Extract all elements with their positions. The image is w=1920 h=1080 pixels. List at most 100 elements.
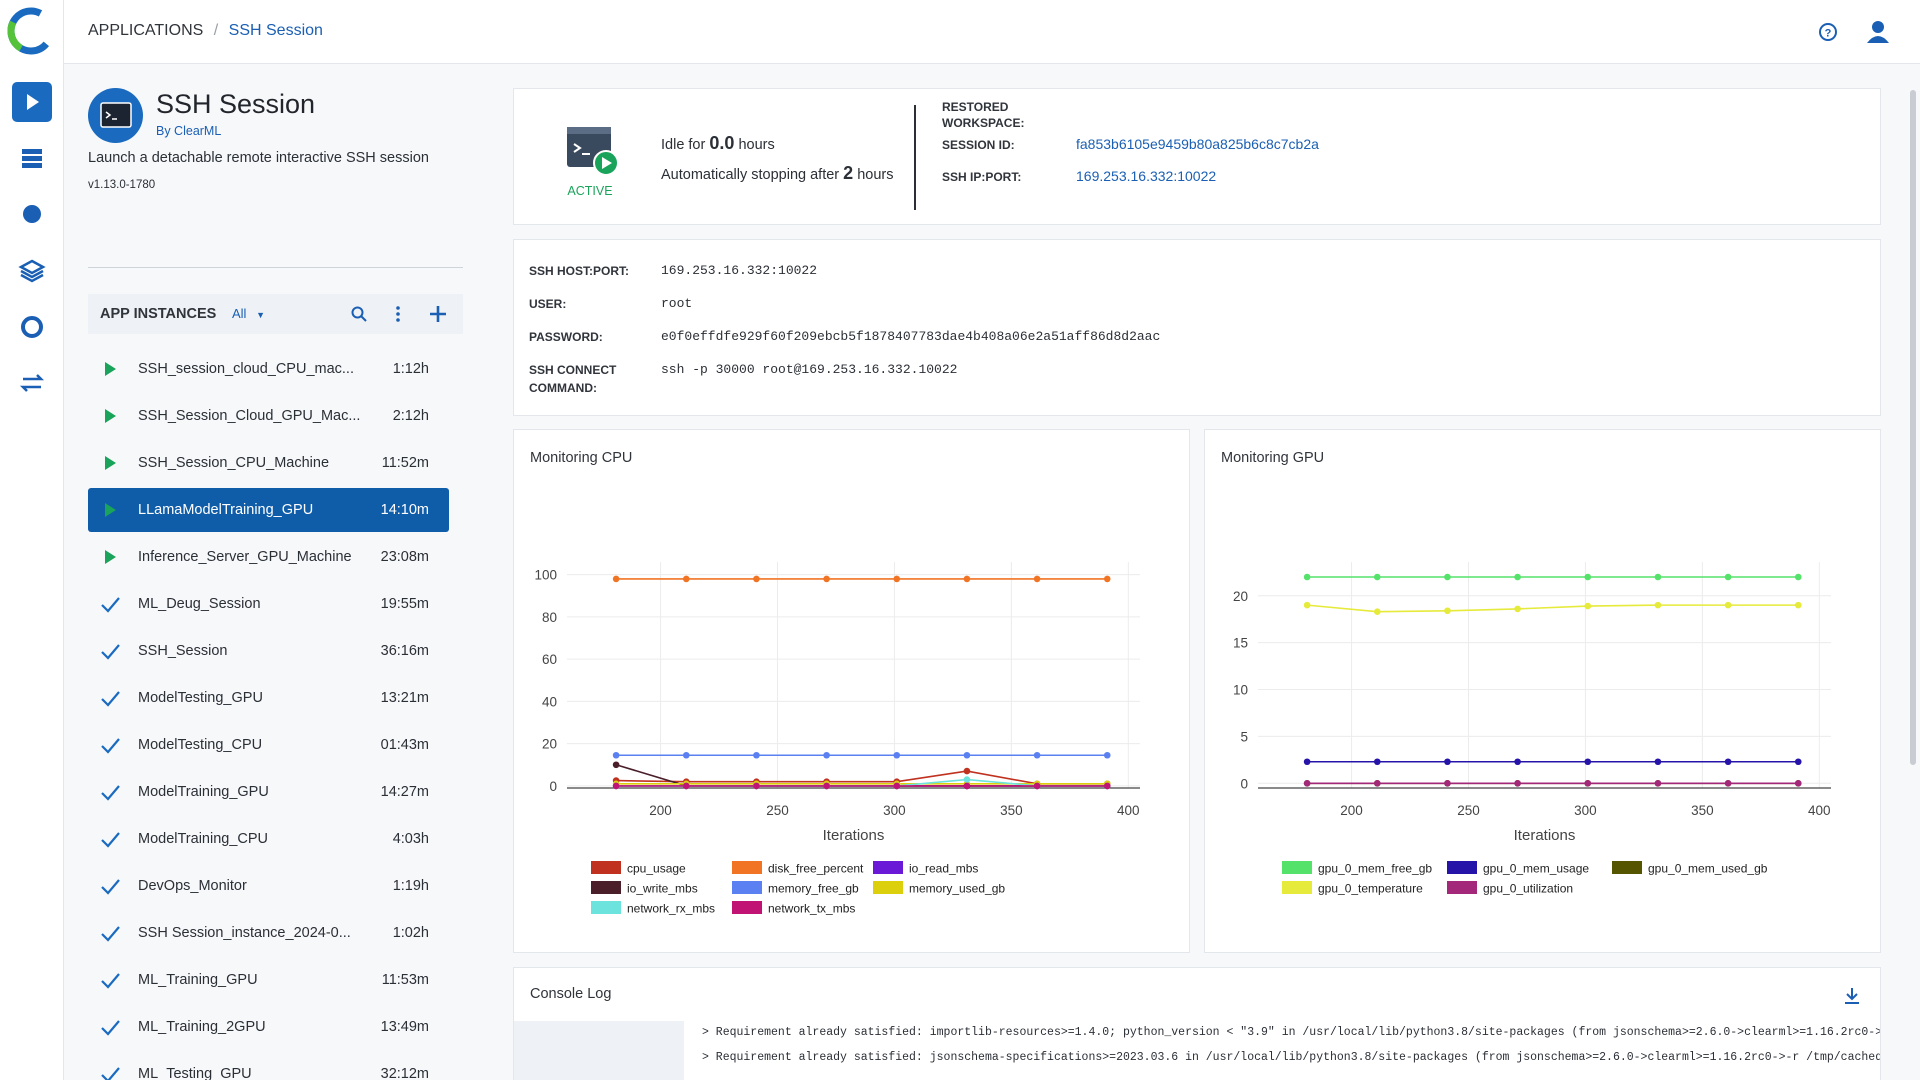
data-point [613, 783, 620, 790]
legend-swatch [732, 881, 762, 894]
status-icon-bar [567, 127, 611, 134]
add-plus [430, 306, 446, 322]
data-point [964, 776, 971, 783]
nav-models[interactable] [16, 311, 48, 343]
credentials-card: SSH HOST:PORT:169.253.16.332:10022USER:r… [513, 239, 1881, 416]
instance-time: 23:08m [381, 549, 429, 565]
instance-status-icon [100, 359, 120, 379]
legend-swatch [1447, 861, 1477, 874]
data-point [613, 761, 620, 768]
credential-value: 169.253.16.332:10022 [661, 263, 817, 278]
instance-row[interactable]: ModelTesting_CPU01:43m [88, 723, 449, 767]
scrollbar[interactable] [1910, 90, 1916, 765]
credential-label: USER: [529, 295, 644, 313]
legend-swatch [1612, 861, 1642, 874]
legend-swatch [732, 901, 762, 914]
instance-row[interactable]: Inference_Server_GPU_Machine23:08m [88, 535, 449, 579]
data-point [1104, 783, 1111, 790]
search-handle [361, 316, 366, 321]
instance-row[interactable]: SSH_Session36:16m [88, 629, 449, 673]
instance-time: 14:27m [381, 784, 429, 800]
data-point [1304, 574, 1311, 581]
status-state: ACTIVE [560, 184, 620, 198]
nav-pipelines[interactable] [16, 198, 48, 230]
data-point [1725, 574, 1732, 581]
instance-row[interactable]: DevOps_Monitor1:19h [88, 864, 449, 908]
instance-name: SSH_Session_CPU_Machine [138, 455, 329, 471]
instance-row[interactable]: ModelTraining_CPU4:03h [88, 817, 449, 861]
logo[interactable] [6, 6, 56, 56]
download-icon[interactable] [1842, 986, 1862, 1006]
app-vendor[interactable]: By ClearML [156, 124, 221, 138]
instance-row[interactable]: SSH_Session_Cloud_GPU_Mac...2:12h [88, 394, 449, 438]
instance-time: 32:12m [381, 1066, 429, 1080]
data-point [753, 783, 760, 790]
legend-label: gpu_0_mem_usage [1483, 862, 1589, 876]
data-point [1304, 758, 1311, 765]
x-tick-label: 300 [1574, 803, 1597, 818]
nav-orchestration[interactable] [16, 367, 48, 399]
instance-time: 11:53m [382, 972, 429, 988]
credential-label: SSH HOST:PORT: [529, 262, 644, 280]
add-icon[interactable] [428, 304, 448, 324]
stop-prefix: Automatically stopping after [661, 167, 839, 183]
field-value[interactable]: fa853b6105e9459b80a825b6c8c7cb2a [1076, 136, 1319, 152]
instance-row[interactable]: ML_Deug_Session19:55m [88, 582, 449, 626]
user-avatar[interactable] [1862, 16, 1894, 48]
breadcrumb: APPLICATIONS / SSH Session [88, 22, 323, 40]
app-icon-terminal [101, 103, 131, 127]
stop-line: Automatically stopping after 2 hours [661, 163, 893, 184]
instances-header: APP INSTANCES All ▼ [88, 294, 463, 334]
instance-row[interactable]: SSH_Session_CPU_Machine11:52m [88, 441, 449, 485]
instance-status-icon [100, 594, 120, 614]
instance-row[interactable]: ML_Training_2GPU13:49m [88, 1005, 449, 1049]
data-point [1725, 780, 1732, 787]
data-point [1795, 780, 1802, 787]
data-point [823, 752, 830, 759]
instance-row[interactable]: SSH_session_cloud_CPU_mac...1:12h [88, 347, 449, 391]
gpu-chart-card: Monitoring GPU20025030035040005101520Ite… [1204, 429, 1881, 953]
instance-time: 19:55m [381, 596, 429, 612]
instance-name: SSH Session_instance_2024-0... [138, 925, 351, 941]
instances-filter[interactable]: All ▼ [232, 306, 265, 321]
nav-layers[interactable] [16, 255, 48, 287]
chart-title: Monitoring CPU [530, 450, 632, 466]
nav-datasets[interactable] [16, 142, 48, 174]
instance-row[interactable]: ModelTesting_GPU13:21m [88, 676, 449, 720]
instance-row[interactable]: ML_Testing_GPU32:12m [88, 1052, 449, 1080]
console-line: > Requirement already satisfied: jsonsch… [702, 1051, 1881, 1076]
data-point [753, 752, 760, 759]
y-tick-label: 0 [1240, 776, 1248, 791]
instance-row[interactable]: LLamaModelTraining_GPU14:10m [88, 488, 449, 532]
data-point [1655, 780, 1662, 787]
search-icon[interactable] [350, 305, 368, 323]
field-value[interactable]: 169.253.16.332:10022 [1076, 168, 1216, 184]
x-tick-label: 300 [883, 803, 906, 818]
filter-value[interactable]: All [232, 306, 246, 321]
instance-status-icon [100, 1064, 120, 1080]
app-icon [88, 88, 143, 143]
nav-applications[interactable] [12, 82, 52, 122]
legend-swatch [873, 861, 903, 874]
data-point [1104, 752, 1111, 759]
data-point [613, 576, 620, 583]
instance-row[interactable]: SSH Session_instance_2024-0...1:02h [88, 911, 449, 955]
instance-time: 36:16m [381, 643, 429, 659]
data-point [893, 752, 900, 759]
y-tick-label: 80 [542, 610, 557, 625]
breadcrumb-root[interactable]: APPLICATIONS [88, 22, 203, 39]
instance-name: ML_Training_GPU [138, 972, 258, 988]
check-icon [102, 927, 119, 940]
data-point [1374, 758, 1381, 765]
instance-status-icon [100, 970, 120, 990]
check-icon [102, 598, 119, 611]
instance-row[interactable]: ModelTraining_GPU14:27m [88, 770, 449, 814]
stop-unit: hours [857, 167, 893, 183]
data-point [753, 576, 760, 583]
instance-row[interactable]: ML_Training_GPU 11:53m [88, 958, 449, 1002]
menu-icon[interactable] [391, 305, 405, 323]
instance-time: 1:12h [393, 361, 429, 377]
data-point [964, 768, 971, 775]
help-icon[interactable]: ? [1816, 20, 1840, 44]
